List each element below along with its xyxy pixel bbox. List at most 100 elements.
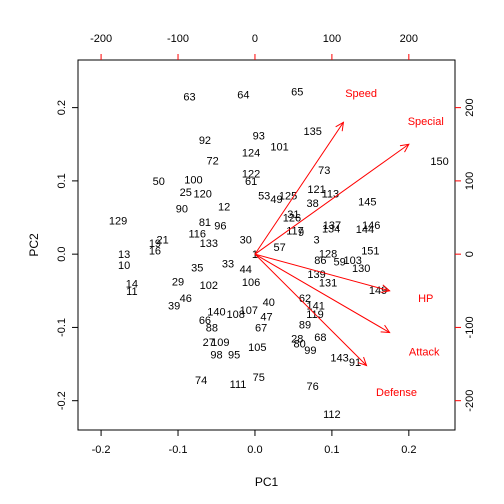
observation-label: 109 bbox=[211, 337, 229, 349]
observation-label: 140 bbox=[207, 306, 225, 318]
observation-label: 74 bbox=[195, 375, 207, 387]
x-tick-label: 0.1 bbox=[324, 444, 339, 456]
observation-label: 27 bbox=[203, 337, 215, 349]
x-tick-label: 0.0 bbox=[247, 444, 262, 456]
observation-label: 101 bbox=[270, 141, 288, 153]
left-axis: -0.2 -0.1 0.0 0.1 0.2 bbox=[56, 100, 79, 410]
variable-label: Speed bbox=[345, 88, 377, 100]
observation-label: 99 bbox=[304, 345, 316, 357]
observation-label: 125 bbox=[279, 191, 297, 203]
right-tick-label: -200 bbox=[464, 390, 476, 412]
observation-label: 1 bbox=[252, 249, 258, 261]
observation-label: 144 bbox=[356, 224, 374, 236]
observation-label: 108 bbox=[227, 309, 245, 321]
observation-label: 47 bbox=[260, 311, 272, 323]
observation-label: 131 bbox=[319, 278, 337, 290]
observation-label: 150 bbox=[430, 156, 448, 168]
observation-label: 89 bbox=[299, 319, 311, 331]
observation-label: 88 bbox=[206, 322, 218, 334]
observation-label: 93 bbox=[253, 130, 265, 142]
observation-label: 68 bbox=[314, 332, 326, 344]
observation-label: 96 bbox=[214, 221, 226, 233]
observation-label: 53 bbox=[258, 191, 270, 203]
observation-label: 33 bbox=[222, 259, 234, 271]
observation-label: 145 bbox=[358, 196, 376, 208]
observation-label: 149 bbox=[369, 285, 387, 297]
observation-label: 64 bbox=[237, 89, 249, 101]
observation-label: 121 bbox=[307, 184, 325, 196]
observation-label: 117 bbox=[286, 226, 304, 238]
observation-label: 134 bbox=[322, 224, 340, 236]
variable-label: HP bbox=[418, 293, 433, 305]
observation-label: 25 bbox=[180, 187, 192, 199]
observation-label: 143 bbox=[330, 352, 348, 364]
observation-label: 135 bbox=[303, 126, 321, 138]
observation-label: 66 bbox=[199, 315, 211, 327]
observation-label: 57 bbox=[273, 242, 285, 254]
right-axis: -200 -100 0 100 200 bbox=[455, 98, 476, 412]
observation-label: 65 bbox=[291, 87, 303, 99]
arrow-head bbox=[380, 324, 391, 334]
observation-label: 49 bbox=[270, 194, 282, 206]
y-tick-label: 0.0 bbox=[56, 247, 68, 262]
observation-label: 46 bbox=[180, 293, 192, 305]
loading-arrow bbox=[254, 253, 367, 366]
observation-label: 28 bbox=[291, 333, 303, 345]
observation-label: 29 bbox=[172, 276, 184, 288]
observation-label: 91 bbox=[349, 357, 361, 369]
variable-loadings: Speed Special HP Attack Defense bbox=[254, 88, 444, 399]
x-tick-label: 0.2 bbox=[401, 444, 416, 456]
observation-label: 16 bbox=[149, 245, 161, 257]
observation-label: 72 bbox=[207, 155, 219, 167]
observation-label: 146 bbox=[362, 220, 380, 232]
variable-label: Special bbox=[408, 116, 444, 128]
arrow-head bbox=[380, 284, 391, 293]
observation-label: 76 bbox=[307, 381, 319, 393]
observation-label: 122 bbox=[242, 169, 260, 181]
observation-label: 128 bbox=[319, 248, 337, 260]
observation-label: 13 bbox=[118, 249, 130, 261]
observation-label: 90 bbox=[176, 204, 188, 216]
top-tick-label: 100 bbox=[323, 33, 341, 45]
arrow-head bbox=[399, 143, 410, 153]
observation-label: 98 bbox=[210, 350, 222, 362]
observation-label: 44 bbox=[240, 264, 252, 276]
observation-label: 35 bbox=[191, 262, 203, 274]
observation-label: 126 bbox=[283, 213, 301, 225]
right-tick-label: 0 bbox=[464, 251, 476, 257]
observation-label: 9 bbox=[298, 227, 304, 239]
top-tick-label: 200 bbox=[400, 33, 418, 45]
observation-label: 30 bbox=[240, 235, 252, 247]
observation-label: 12 bbox=[218, 202, 230, 214]
observation-label: 40 bbox=[263, 297, 275, 309]
observation-label: 120 bbox=[193, 188, 211, 200]
observation-label: 3 bbox=[313, 235, 319, 247]
y-axis-title: PC2 bbox=[27, 233, 41, 257]
observation-label: 107 bbox=[240, 305, 258, 317]
y-tick-label: -0.2 bbox=[56, 391, 68, 410]
y-tick-label: -0.1 bbox=[56, 318, 68, 337]
variable-label: Attack bbox=[409, 347, 440, 359]
arrow-head bbox=[357, 356, 368, 367]
x-axis-title: PC1 bbox=[255, 475, 279, 489]
observation-label: 105 bbox=[248, 342, 266, 354]
observation-label: 116 bbox=[188, 229, 206, 241]
top-tick-label: 0 bbox=[252, 33, 258, 45]
bottom-axis: -0.2 -0.1 0.0 0.1 0.2 bbox=[92, 429, 416, 456]
observation-label: 130 bbox=[352, 263, 370, 275]
observation-label: 81 bbox=[199, 217, 211, 229]
loading-arrow bbox=[254, 121, 344, 255]
x-tick-label: -0.2 bbox=[92, 444, 111, 456]
observation-label: 106 bbox=[242, 277, 260, 289]
loading-arrow bbox=[254, 143, 410, 255]
right-tick-label: 200 bbox=[464, 98, 476, 116]
observation-label: 73 bbox=[318, 165, 330, 177]
observation-label: 151 bbox=[361, 245, 379, 257]
observation-label: 129 bbox=[109, 215, 127, 227]
x-tick-label: -0.1 bbox=[169, 444, 188, 456]
top-tick-label: -100 bbox=[167, 33, 189, 45]
observation-label: 95 bbox=[228, 350, 240, 362]
right-tick-label: 100 bbox=[464, 172, 476, 190]
observation-label: 67 bbox=[255, 322, 267, 334]
